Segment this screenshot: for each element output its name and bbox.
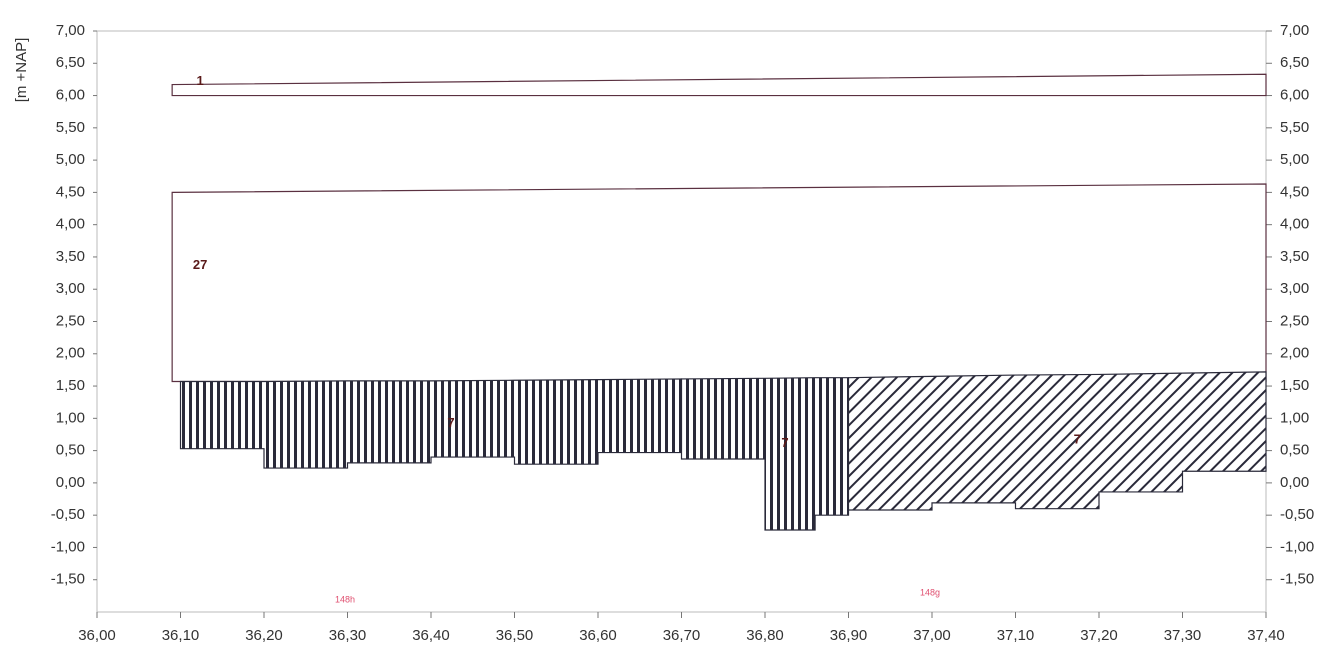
y2-tick-label: 4,00 (1280, 216, 1309, 233)
y2-tick-label: 0,50 (1280, 442, 1309, 459)
y-tick-label: 6,00 (56, 87, 85, 104)
x-tick-label: 37,20 (1080, 627, 1118, 644)
layer-label: 7 (781, 435, 788, 450)
y-tick-label: 0,00 (56, 474, 85, 491)
y-tick-label: 7,00 (56, 22, 85, 39)
y2-tick-label: 3,50 (1280, 248, 1309, 265)
y-tick-label: 5,50 (56, 119, 85, 136)
y-tick-label: -1,00 (51, 538, 85, 555)
soil-layer (171, 183, 1267, 383)
y-tick-label: 3,00 (56, 280, 85, 297)
y2-tick-label: -1,50 (1280, 571, 1314, 588)
y-tick-label: 6,50 (56, 54, 85, 71)
layer-label: 1 (197, 73, 204, 88)
y-tick-label: 2,00 (56, 345, 85, 362)
y2-tick-label: 6,00 (1280, 87, 1309, 104)
x-tick-label: 36,90 (830, 627, 868, 644)
y-tick-label: 0,50 (56, 442, 85, 459)
y-tick-label: 4,50 (56, 183, 85, 200)
x-tick-label: 37,00 (913, 627, 951, 644)
x-tick-label: 36,60 (579, 627, 617, 644)
plot-frame (96, 30, 1267, 613)
y2-tick-label: 3,00 (1280, 280, 1309, 297)
y2-tick-label: 2,50 (1280, 312, 1309, 329)
annotation: 148g (920, 587, 940, 597)
y2-tick-label: -0,50 (1280, 506, 1314, 523)
y-tick-label: 1,00 (56, 409, 85, 426)
soil-layer (680, 377, 850, 531)
y2-tick-label: 5,00 (1280, 151, 1309, 168)
y-tick-label: 1,50 (56, 377, 85, 394)
y-tick-label: -0,50 (51, 506, 85, 523)
soil-layer (179, 378, 683, 469)
x-tick-label: 36,70 (663, 627, 701, 644)
y2-tick-label: 2,00 (1280, 345, 1309, 362)
x-tick-label: 37,30 (1164, 627, 1202, 644)
y-tick-label: 5,00 (56, 151, 85, 168)
y2-tick-label: 1,00 (1280, 409, 1309, 426)
y2-tick-label: 5,50 (1280, 119, 1309, 136)
x-tick-label: 36,30 (329, 627, 367, 644)
layer-label: 7 (447, 415, 454, 430)
x-tick-label: 36,40 (412, 627, 450, 644)
x-tick-label: 36,80 (746, 627, 784, 644)
y-tick-label: 2,50 (56, 312, 85, 329)
y2-tick-label: -1,00 (1280, 538, 1314, 555)
y-tick-label: 4,00 (56, 216, 85, 233)
x-tick-label: 37,40 (1247, 627, 1285, 644)
y2-tick-label: 0,00 (1280, 474, 1309, 491)
x-tick-label: 36,00 (78, 627, 116, 644)
y-tick-label: 3,50 (56, 248, 85, 265)
x-tick-label: 36,20 (245, 627, 283, 644)
layer-label: 27 (193, 257, 207, 272)
y2-tick-label: 4,50 (1280, 183, 1309, 200)
y-tick-label: -1,50 (51, 571, 85, 588)
y2-tick-label: 7,00 (1280, 22, 1309, 39)
y2-tick-label: 1,50 (1280, 377, 1309, 394)
x-tick-label: 36,10 (162, 627, 200, 644)
soil-layer (171, 73, 1267, 97)
annotation: 148h (335, 594, 355, 604)
y2-tick-label: 6,50 (1280, 54, 1309, 71)
soil-layer (847, 371, 1267, 511)
x-tick-label: 37,10 (997, 627, 1035, 644)
y-axis-label: [m +NAP] (13, 38, 30, 103)
layer-label: 7 (1074, 431, 1081, 446)
x-tick-label: 36,50 (496, 627, 534, 644)
